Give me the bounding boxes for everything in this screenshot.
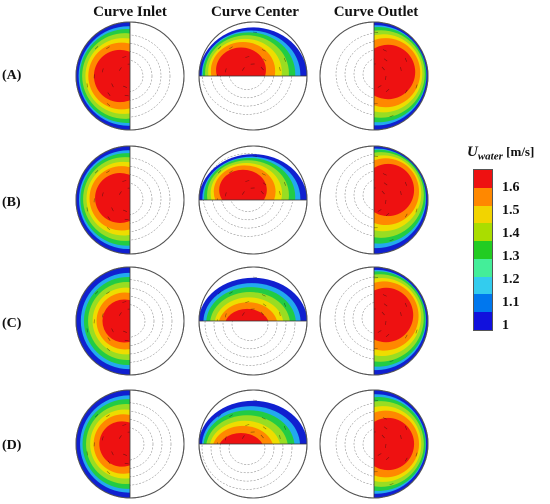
cross-section xyxy=(319,145,429,255)
color-scale-tick-label: 1.1 xyxy=(502,295,520,310)
color-scale-segment xyxy=(474,258,492,277)
color-scale-tick-label: 1.4 xyxy=(502,226,520,241)
legend-title: Uwater [m/s] xyxy=(467,144,535,163)
column-title-inlet: Curve Inlet xyxy=(93,4,167,20)
color-scale-segment xyxy=(474,241,492,259)
column-title-outlet: Curve Outlet xyxy=(333,4,419,20)
color-scale-tick-label: 1.5 xyxy=(502,203,520,218)
color-scale-segment xyxy=(474,205,492,224)
color-scale-segment xyxy=(474,294,492,313)
cross-section xyxy=(198,266,308,376)
row-label-d: (D) xyxy=(2,438,22,453)
cross-section xyxy=(75,389,185,499)
color-scale-tick-label: 1 xyxy=(502,318,509,333)
color-scale-tick-label: 1.2 xyxy=(502,272,520,287)
cross-section xyxy=(75,21,185,131)
cross-section xyxy=(319,266,429,376)
cross-section xyxy=(198,21,308,131)
cross-section xyxy=(319,21,429,131)
color-scale-segment xyxy=(474,170,492,188)
color-scale-tick-label: 1.3 xyxy=(502,249,520,264)
cross-section xyxy=(198,389,308,499)
column-title-center: Curve Center xyxy=(211,4,299,20)
cross-section xyxy=(198,145,308,255)
cross-section xyxy=(75,266,185,376)
row-label-a: (A) xyxy=(2,68,22,83)
color-scale-tick-label: 1.6 xyxy=(502,180,520,195)
color-scale-segment xyxy=(474,276,492,295)
color-scale-bar xyxy=(473,169,493,331)
color-scale-segment xyxy=(474,312,492,330)
cross-section xyxy=(319,389,429,499)
row-label-b: (B) xyxy=(2,195,21,210)
color-scale-segment xyxy=(474,223,492,242)
cross-section xyxy=(75,145,185,255)
row-label-c: (C) xyxy=(2,316,22,331)
color-scale-segment xyxy=(474,187,492,206)
